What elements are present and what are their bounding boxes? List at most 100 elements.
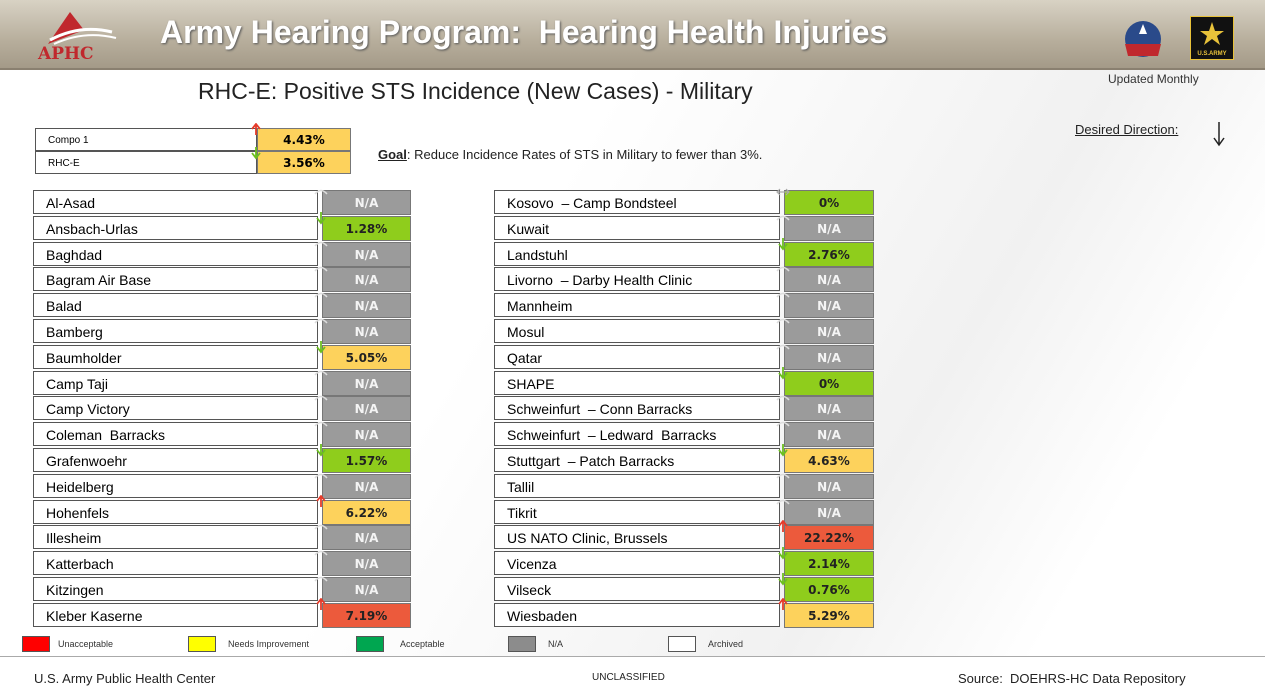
legend-label: N/A [548,639,564,649]
station-name: Illesheim [33,525,318,550]
station-row: Al-Asad N/A [33,189,411,215]
legend-label: Acceptable [400,639,445,649]
station-name: Camp Taji [33,370,318,395]
legend-label: Unacceptable [58,639,114,649]
station-name: Tallil [494,473,780,498]
station-name: Kleber Kaserne [33,602,318,627]
station-row: Illesheim N/A [33,525,411,551]
goal-label: Goal [378,147,407,162]
station-name: Landstuhl [494,241,780,266]
station-name: Kuwait [494,215,780,240]
station-value: N/A [784,422,874,448]
trend-arrow [776,495,790,514]
station-row: Tikrit N/A [494,499,874,525]
station-value: N/A [784,473,874,499]
trend-arrow [776,519,790,539]
station-name: Mosul [494,319,780,343]
trend-arrow [776,237,790,256]
trend-arrow [314,185,328,204]
station-name: SHAPE [494,370,780,395]
goal-text: : Reduce Incidence Rates of STS in Milit… [406,147,763,162]
station-name: Bamberg [33,319,318,343]
goal: Goal: Reduce Incidence Rates of STS in M… [378,147,762,162]
footer-right: Source: DOEHRS-HC Data Repository [958,671,1186,686]
station-name: Vilseck [494,577,780,601]
trend-arrow [314,417,328,436]
station-row: Vicenza 2.14% [494,547,874,577]
station-row: Kuwait N/A [494,215,874,241]
station-value: N/A [322,422,411,448]
station-name: Ansbach-Urlas [33,215,318,240]
station-name: Baghdad [33,241,318,266]
updated: Updated Monthly [1108,72,1199,86]
station-name: Al-Asad [33,190,318,214]
trend-arrow [249,122,263,142]
station-value: 0% [784,190,874,215]
station-name: Kosovo – Camp Bondsteel [494,190,780,214]
station-row: Balad N/A [33,292,411,319]
footer-left: U.S. Army Public Health Center [34,671,216,686]
station-value: N/A [784,293,874,319]
trend-arrow [776,211,790,230]
legend-swatch [668,636,696,652]
station-value: 1.57% [322,448,411,473]
emblem [1125,21,1161,57]
station-row: Qatar N/A [494,344,874,370]
station-value: 0.76% [784,577,874,602]
station-value: N/A [322,293,411,319]
station-value: N/A [322,370,411,396]
station-row: Grafenwoehr 1.57% [33,444,411,473]
trend-arrow [314,443,328,462]
station-value: N/A [784,267,874,293]
station-name: Grafenwoehr [33,448,318,472]
station-value: N/A [784,215,874,241]
station-value: N/A [322,241,411,267]
trend-arrow [314,288,328,307]
station-row: Wiesbaden 5.29% [494,597,874,628]
station-name: Balad [33,293,318,318]
summary-value: 3.56% [257,151,351,174]
station-value: N/A [322,525,411,551]
station-value: N/A [784,499,874,525]
station-row: Mannheim N/A [494,292,874,319]
station-value: N/A [322,319,411,344]
station-row: Bamberg N/A [33,318,411,344]
legend-swatch [508,636,536,652]
trend-arrow [314,494,328,514]
station-row: Ansbach-Urlas 1.28% [33,211,411,241]
station-row: Mosul N/A [494,318,874,344]
station-row: Stuttgart – Patch Barracks 4.63% [494,444,874,473]
station-name: Coleman Barracks [33,422,318,447]
trend-arrow [776,597,790,617]
station-row: US NATO Clinic, Brussels 22.22% [494,519,874,551]
trend-arrow [776,443,790,462]
legend-swatch [356,636,384,652]
desired-arrow [1213,122,1225,147]
trend-arrow [314,520,328,539]
station-value: 0% [784,370,874,396]
header-bar: APHC Army Hearing Program: Hearing Healt… [0,0,1265,70]
trend-arrow [314,314,328,333]
legend-label: Archived [708,639,744,649]
summary-name: Compo 1 [35,128,257,151]
army-logo: U.S.ARMY [1190,16,1234,60]
station-row: Landstuhl 2.76% [494,237,874,267]
station-name: Stuttgart – Patch Barracks [494,448,780,472]
station-row: Camp Victory N/A [33,396,411,422]
station-value: 2.76% [784,241,874,267]
station-value: 1.28% [322,215,411,241]
station-row: Camp Taji N/A [33,370,411,396]
station-row: Kitzingen N/A [33,576,411,602]
trend-arrow [314,546,328,565]
desired-direction: Desired Direction: [1075,122,1179,137]
station-value: N/A [322,396,411,422]
trend-arrow [314,262,328,281]
trend-arrow [776,314,790,333]
station-value: 2.14% [784,551,874,577]
title: Army Hearing Program: Hearing Health Inj… [160,14,888,50]
station-name: Schweinfurt – Conn Barracks [494,396,780,421]
station-row: Baumholder 5.05% [33,340,411,370]
logo-shape [48,12,117,45]
summary-name: RHC-E [35,151,257,174]
trend-arrow [776,288,790,307]
